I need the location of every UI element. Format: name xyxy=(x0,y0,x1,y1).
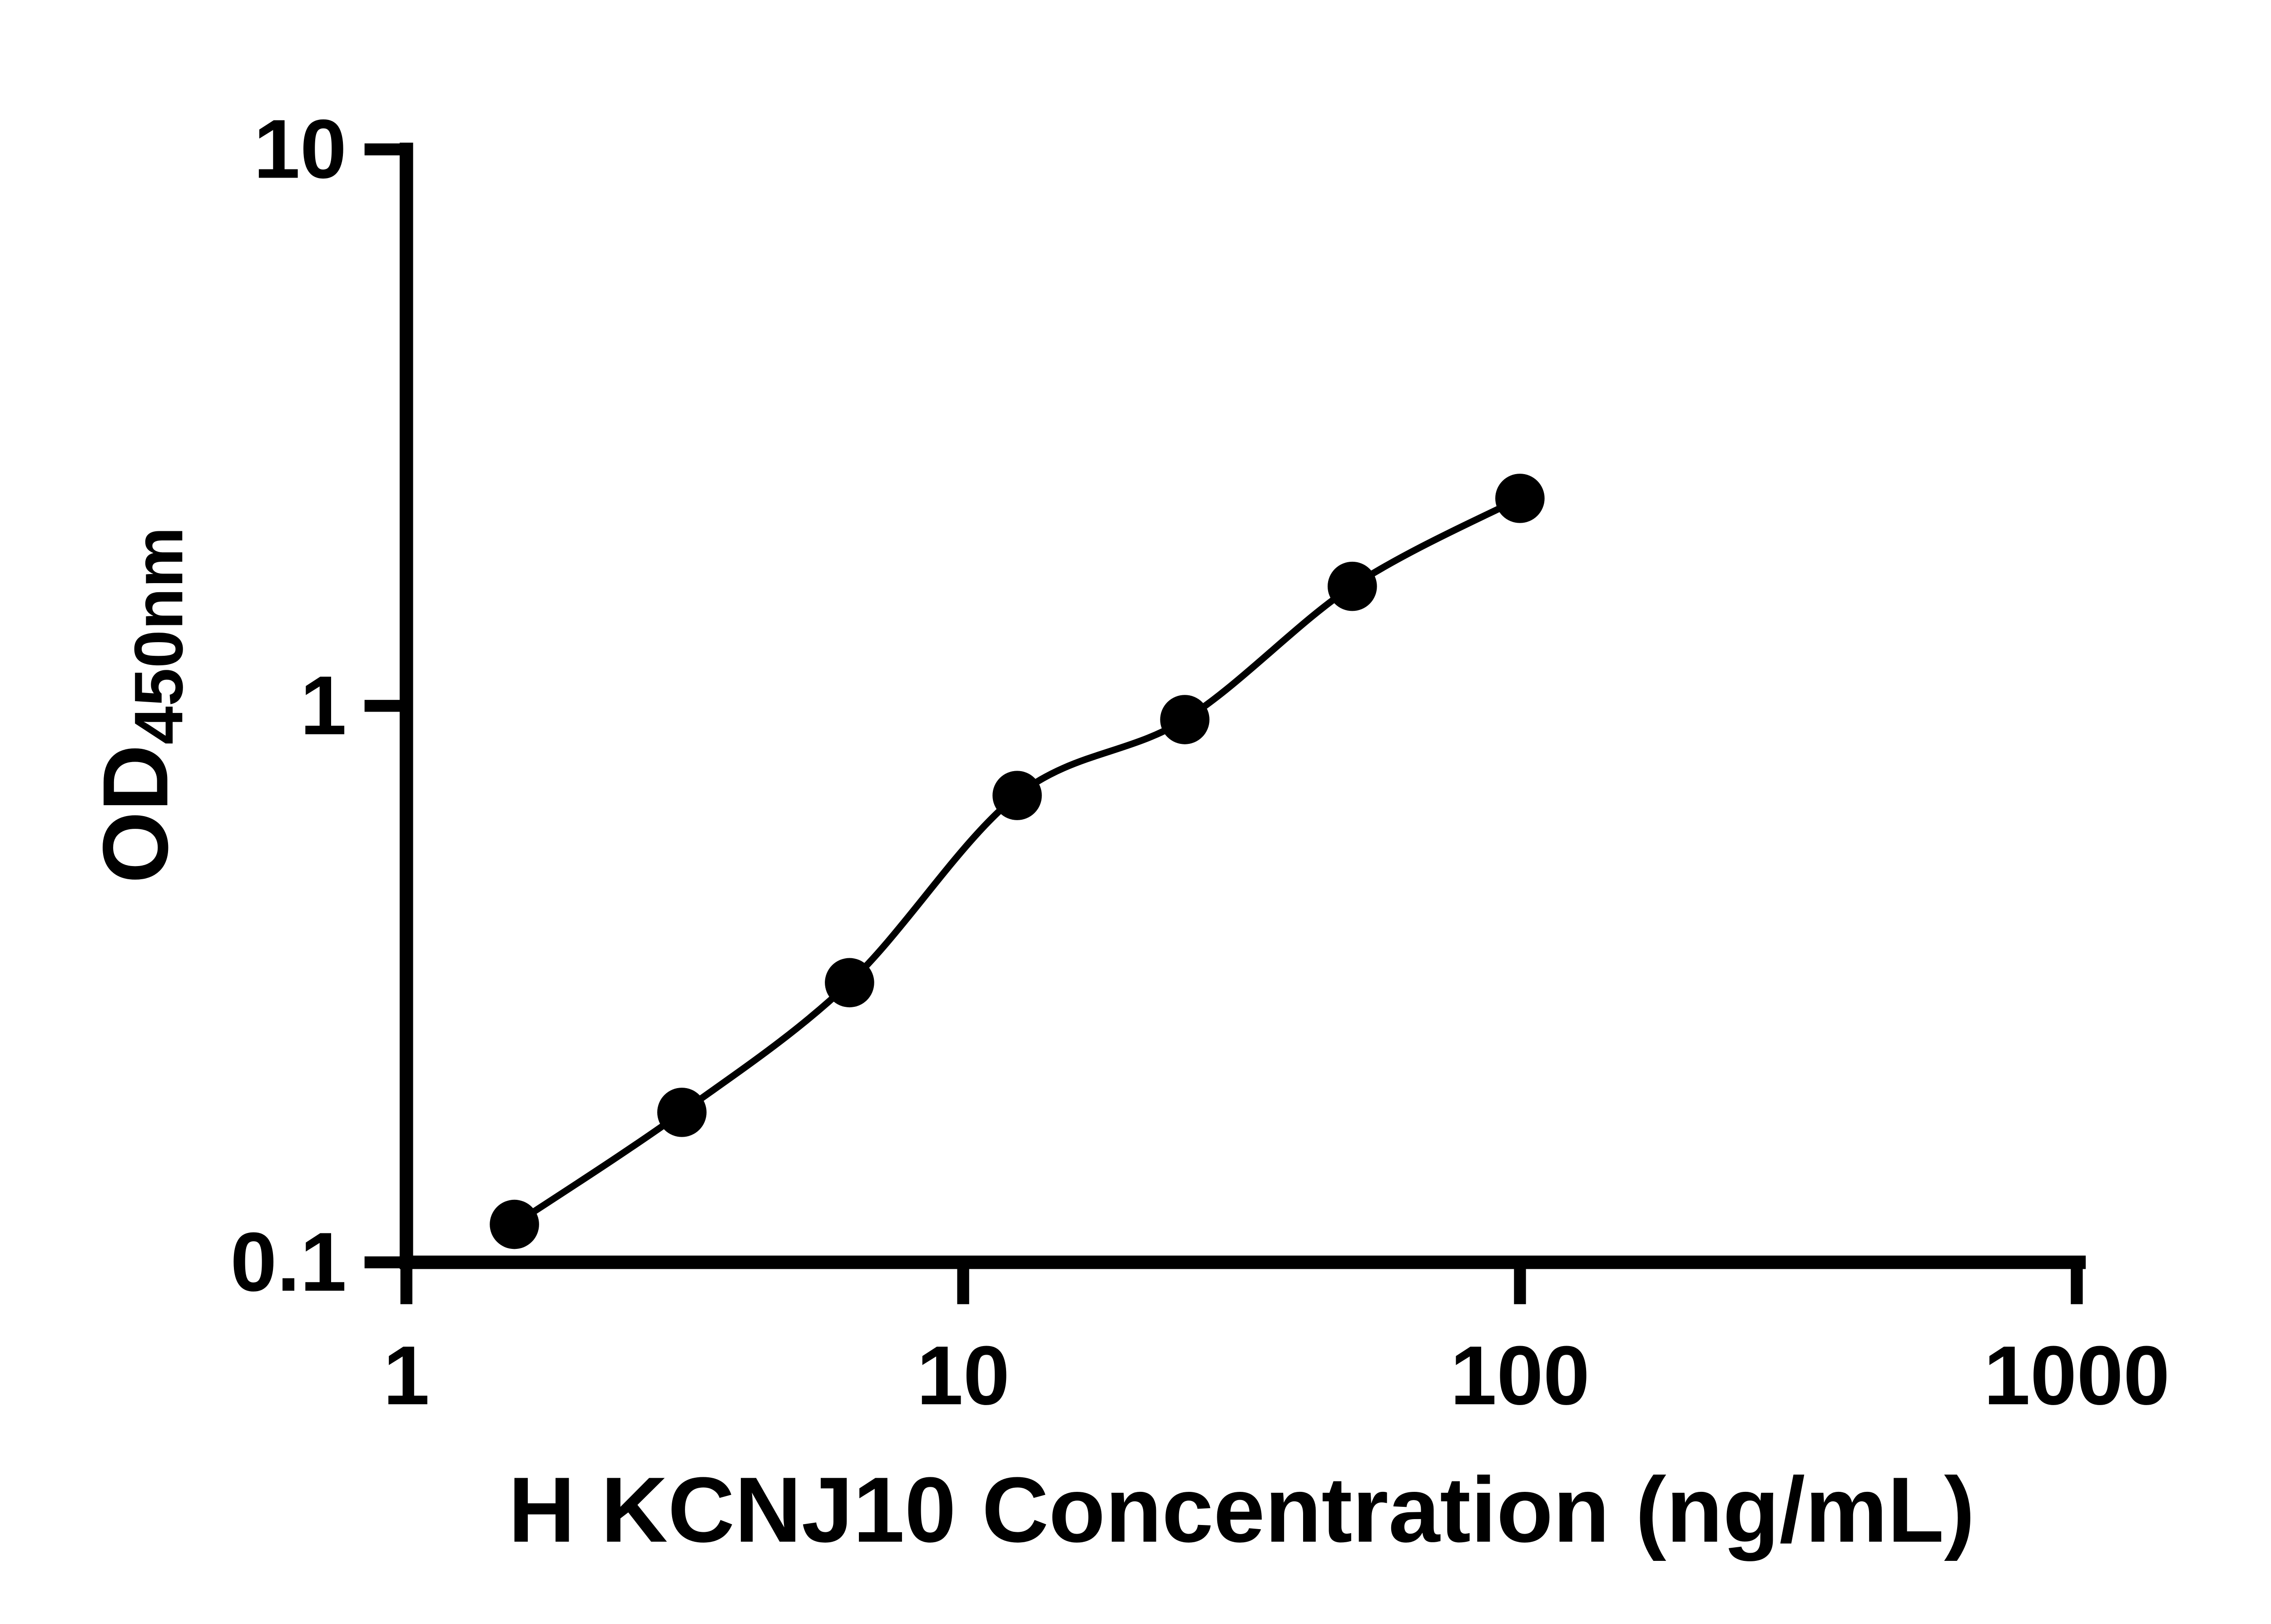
data-point xyxy=(1328,561,1377,611)
axes-layer xyxy=(364,143,2086,1304)
tick-labels-layer: 1 10 100 1000 0.1 1 10 xyxy=(230,102,2170,1422)
y-axis-title: OD450nm xyxy=(84,527,197,883)
data-point xyxy=(1495,474,1545,523)
points-layer xyxy=(490,474,1545,1249)
x-axis-title: H KCNJ10 Concentration (ng/mL) xyxy=(508,1458,1975,1562)
data-point xyxy=(657,1088,707,1137)
x-tick-label: 100 xyxy=(1450,1329,1590,1422)
x-tick-label: 1000 xyxy=(1983,1329,2170,1422)
y-tick-label: 0.1 xyxy=(230,1215,347,1309)
data-point xyxy=(825,958,874,1008)
data-point xyxy=(1160,695,1210,744)
data-point xyxy=(490,1199,539,1249)
y-axis-title-main: OD xyxy=(84,744,187,883)
data-point xyxy=(992,771,1042,820)
x-tick-label: 1 xyxy=(383,1329,430,1422)
x-tick-label: 10 xyxy=(917,1329,1010,1422)
y-tick-label: 1 xyxy=(300,659,347,753)
y-tick-label: 10 xyxy=(253,102,347,196)
y-axis-title-sub: 450nm xyxy=(120,527,197,744)
